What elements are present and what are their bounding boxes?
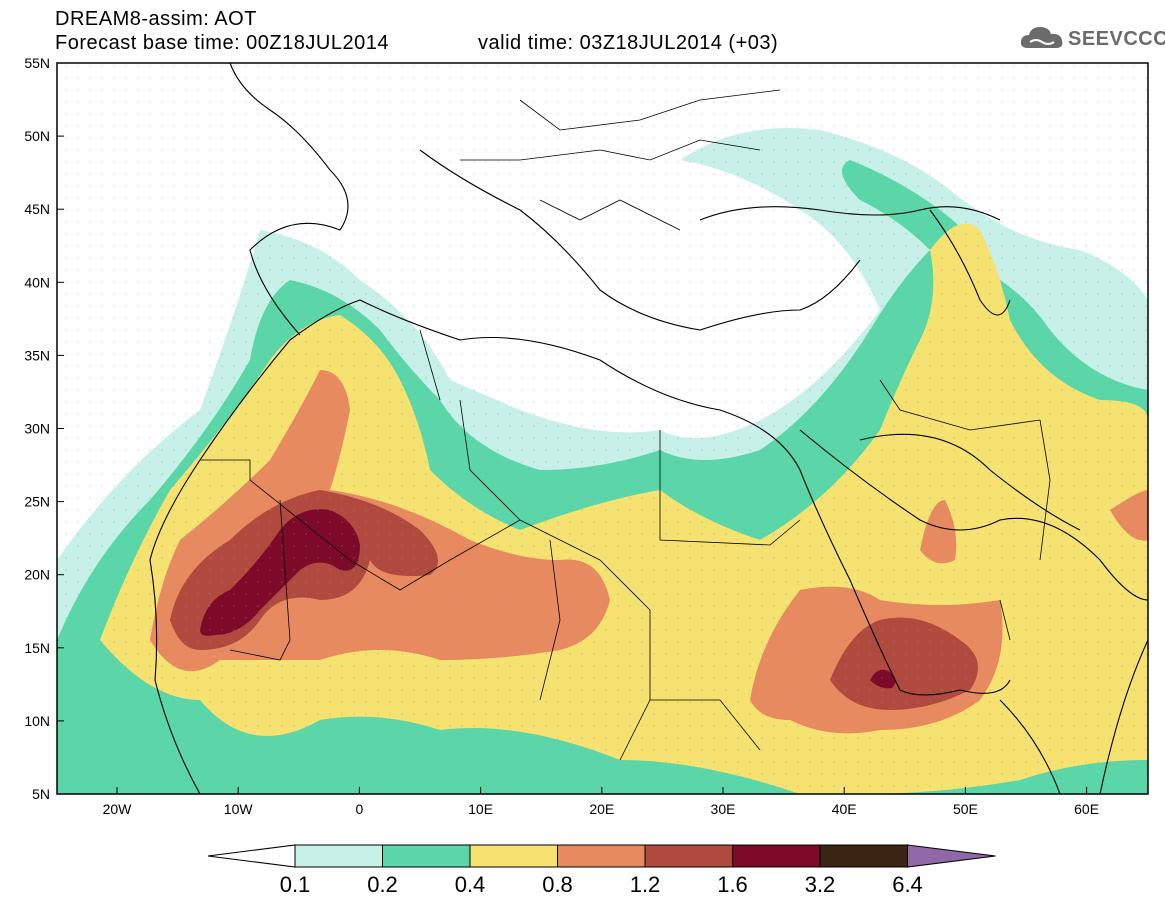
colorbar-swatch <box>294 844 383 868</box>
forecast-base-time: Forecast base time: 00Z18JUL2014 <box>55 32 389 54</box>
valid-time: valid time: 03Z18JUL2014 (+03) <box>478 32 779 54</box>
lat-tick-label: 40N <box>24 274 50 290</box>
colorbar-label: 0.1 <box>279 872 311 897</box>
colorbar <box>207 844 996 868</box>
lon-tick-label: 60E <box>1074 801 1099 817</box>
lat-tick-label: 50N <box>24 128 50 144</box>
lon-tick-label: 30E <box>711 801 736 817</box>
lat-tick-label: 30N <box>24 421 50 437</box>
lon-tick-label: 10E <box>468 801 493 817</box>
colorbar-swatch <box>819 844 908 868</box>
colorbar-swatch <box>382 844 471 868</box>
colorbar-over-triangle <box>907 844 996 868</box>
colorbar-label: 0.2 <box>367 872 398 897</box>
lat-tick-label: 15N <box>24 640 50 656</box>
lat-tick-label: 20N <box>24 567 50 583</box>
lon-tick-label: 20E <box>589 801 614 817</box>
lat-tick-label: 55N <box>24 55 50 71</box>
colorbar-label: 0.4 <box>454 872 486 897</box>
lon-tick-label: 50E <box>953 801 978 817</box>
coastlines <box>149 62 1149 795</box>
lat-tick-label: 35N <box>24 347 50 363</box>
colorbar-swatch <box>469 844 558 868</box>
colorbar-label: 1.6 <box>717 872 748 897</box>
colorbar-swatch <box>732 844 821 868</box>
colorbar-label: 1.2 <box>629 872 661 897</box>
lon-tick-label: 40E <box>832 801 857 817</box>
axis-ticks <box>57 62 1088 795</box>
axis-tick-labels: 55N 50N 45N 40N 35N 30N 25N 20N 15N 10N 5N 20W 10W 0 1… <box>24 55 1099 817</box>
lat-tick-label: 25N <box>24 494 50 510</box>
country-borders <box>200 89 1051 761</box>
grid <box>57 63 1148 794</box>
lon-tick-label: 20W <box>103 801 133 817</box>
cloud-icon <box>1020 27 1063 48</box>
colorbar-label: 0.8 <box>542 872 573 897</box>
chart-title: DREAM8-assim: AOT <box>55 8 257 30</box>
lon-tick-label: 10W <box>224 801 254 817</box>
colorbar-label: 3.2 <box>804 872 836 897</box>
colorbar-under-triangle <box>207 844 296 868</box>
seevccc-logo: SEEVCCC <box>1018 22 1165 58</box>
colorbar-swatch <box>557 844 646 868</box>
lat-tick-label: 5N <box>32 786 50 802</box>
colorbar-swatch <box>644 844 733 868</box>
lat-tick-label: 10N <box>24 713 50 729</box>
colorbar-label: 6.4 <box>892 872 923 897</box>
lat-tick-label: 45N <box>24 201 50 217</box>
lon-tick-label: 0 <box>356 801 364 817</box>
logo-text: SEEVCCC <box>1068 28 1165 50</box>
